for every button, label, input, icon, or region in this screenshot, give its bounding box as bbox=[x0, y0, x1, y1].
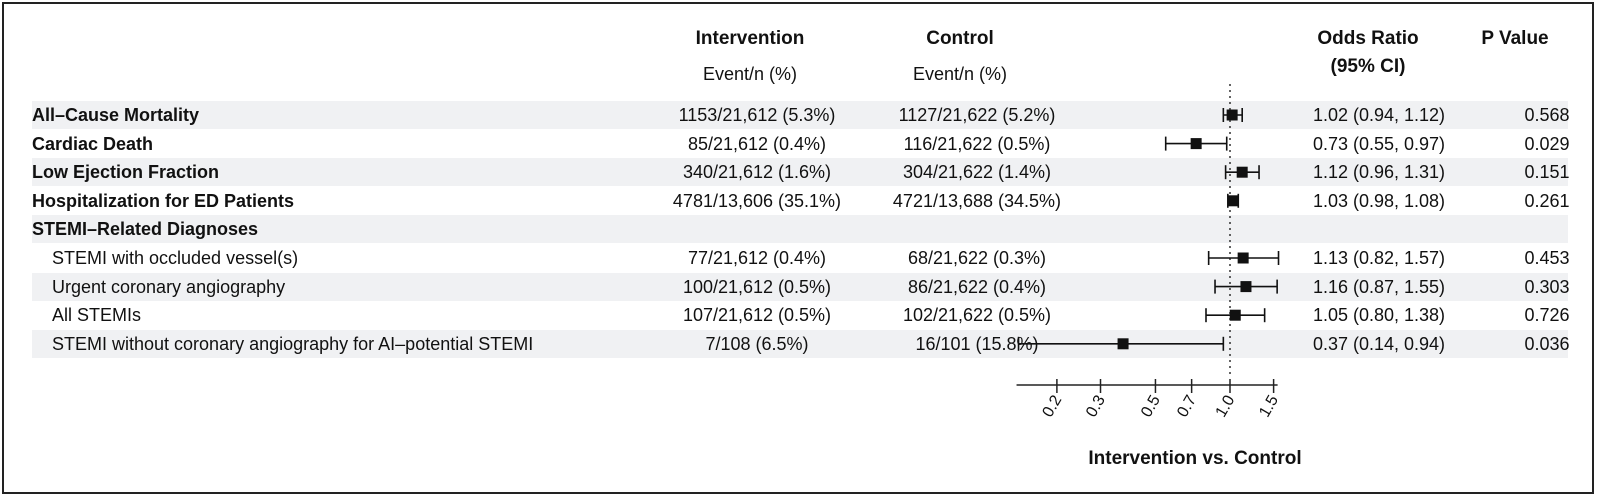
odds-ratio-value: 1.03 (0.98, 1.08) bbox=[1312, 190, 1446, 211]
odds-ratio-value bbox=[1264, 215, 1494, 243]
header-intervention-sub: Event/n (%) bbox=[702, 64, 798, 84]
header-odds-ratio: Odds Ratio bbox=[1317, 28, 1419, 49]
p-value: 0.726 bbox=[1524, 305, 1570, 326]
row-label: Hospitalization for ED Patients bbox=[32, 190, 295, 211]
control-value: 116/21,622 (0.5%) bbox=[903, 133, 1051, 154]
p-value: 0.261 bbox=[1524, 190, 1570, 211]
header-intervention: Intervention bbox=[695, 28, 805, 49]
table-row: All STEMIs 107/21,612 (0.5%) 102/21,622 (0… bbox=[32, 301, 1570, 329]
p-value bbox=[1472, 215, 1600, 243]
p-value: 0.303 bbox=[1524, 276, 1570, 297]
odds-ratio-value: 0.73 (0.55, 0.97) bbox=[1312, 133, 1446, 154]
odds-ratio-value: 1.16 (0.87, 1.55) bbox=[1312, 276, 1446, 297]
row-label: All–Cause Mortality bbox=[32, 105, 200, 125]
row-label: STEMI without coronary angiography for A… bbox=[52, 333, 534, 354]
intervention-value: 77/21,612 (0.4%) bbox=[687, 248, 827, 268]
table-row: STEMI–Related Diagnoses bbox=[32, 215, 1568, 244]
intervention-value: 7/108 (6.5%) bbox=[705, 333, 809, 354]
header-control-sub: Event/n (%) bbox=[912, 64, 1008, 84]
odds-ratio-value: 1.13 (0.82, 1.57) bbox=[1312, 248, 1446, 268]
table-row: Hospitalization for ED Patients 4781/13,6… bbox=[32, 187, 1570, 215]
intervention-value: 100/21,612 (0.5%) bbox=[682, 276, 832, 297]
p-value: 0.453 bbox=[1524, 248, 1570, 268]
control-value: 16/101 (15.8%) bbox=[915, 333, 1039, 354]
intervention-value: 340/21,612 (1.6%) bbox=[682, 162, 832, 183]
control-value: 1127/21,622 (5.2%) bbox=[898, 105, 1056, 125]
row-label: Urgent coronary angiography bbox=[52, 276, 286, 297]
table-row: STEMI without coronary angiography for A… bbox=[32, 329, 1570, 358]
control-value bbox=[852, 215, 1102, 243]
table-row: Low Ejection Fraction 340/21,612 (1.6%) 30… bbox=[32, 158, 1570, 187]
odds-ratio-value: 1.05 (0.80, 1.38) bbox=[1312, 305, 1446, 326]
table-row: STEMI with occluded vessel(s) 77/21,612 (… bbox=[32, 244, 1570, 272]
odds-ratio-value: 1.12 (0.96, 1.31) bbox=[1312, 162, 1446, 183]
row-label: Low Ejection Fraction bbox=[32, 162, 220, 183]
row-label: All STEMIs bbox=[52, 305, 142, 326]
intervention-value: 107/21,612 (0.5%) bbox=[682, 305, 832, 326]
control-value: 102/21,622 (0.5%) bbox=[902, 305, 1052, 326]
table-row: Urgent coronary angiography 100/21,612 (0… bbox=[32, 272, 1570, 301]
p-value: 0.036 bbox=[1524, 333, 1570, 354]
intervention-value: 85/21,612 (0.4%) bbox=[687, 133, 827, 154]
control-value: 4721/13,688 (34.5%) bbox=[892, 190, 1062, 211]
intervention-value: 1153/21,612 (5.3%) bbox=[678, 105, 836, 125]
intervention-value bbox=[632, 215, 882, 243]
table-row: Cardiac Death 85/21,612 (0.4%) 116/21,622 … bbox=[32, 130, 1570, 158]
p-value: 0.151 bbox=[1524, 162, 1570, 183]
header-p-value: P Value bbox=[1481, 28, 1549, 49]
control-value: 68/21,622 (0.3%) bbox=[907, 248, 1047, 268]
odds-ratio-value: 1.02 (0.94, 1.12) bbox=[1312, 105, 1446, 125]
intervention-value: 4781/13,606 (35.1%) bbox=[672, 190, 842, 211]
p-value: 0.029 bbox=[1524, 133, 1570, 154]
table-row: All–Cause Mortality 1153/21,612 (5.3%) 112… bbox=[32, 101, 1570, 129]
header-control: Control bbox=[926, 28, 994, 49]
row-label: Cardiac Death bbox=[32, 133, 154, 154]
control-value: 304/21,622 (1.4%) bbox=[902, 162, 1052, 183]
row-label: STEMI–Related Diagnoses bbox=[32, 219, 259, 240]
odds-ratio-value: 0.37 (0.14, 0.94) bbox=[1312, 333, 1446, 354]
control-value: 86/21,622 (0.4%) bbox=[907, 276, 1047, 297]
row-label: STEMI with occluded vessel(s) bbox=[52, 248, 299, 268]
x-axis-title: Intervention vs. Control bbox=[1088, 448, 1302, 469]
header-odds-ratio-ci: (95% CI) bbox=[1330, 56, 1406, 77]
p-value: 0.568 bbox=[1524, 105, 1570, 125]
